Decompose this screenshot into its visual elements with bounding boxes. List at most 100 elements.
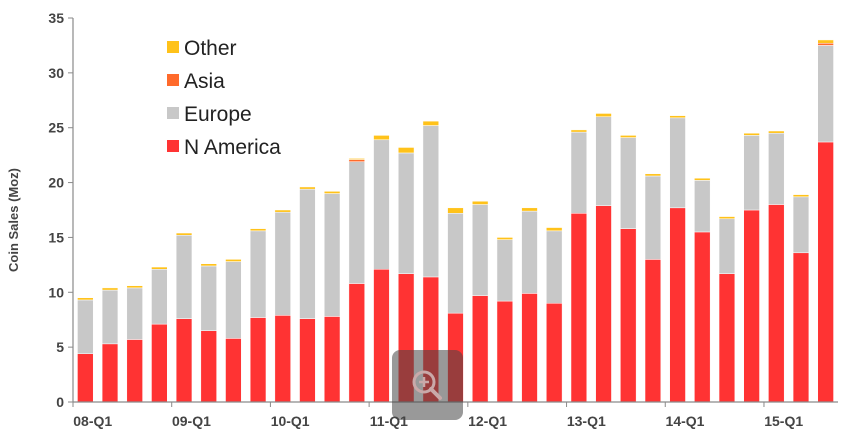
bar-segment-n-america-10	[323, 316, 341, 403]
x-tick-label-12-Q1: 12-Q1	[468, 413, 507, 429]
bar-segment-europe-5	[200, 265, 217, 331]
bar-segment-europe-16	[472, 204, 489, 296]
legend-swatch-europe	[167, 107, 179, 119]
y-tick-label-0: 0	[56, 394, 64, 410]
bar-segment-europe-20	[570, 131, 588, 214]
zoom-in-icon	[412, 370, 442, 400]
bar-segment-n-america-19	[546, 303, 563, 403]
bar-segment-n-america-24	[669, 207, 686, 403]
bar-segment-europe-6	[225, 261, 242, 339]
bar-segment-asia-11	[348, 159, 365, 162]
legend-label-n-america: N America	[184, 136, 281, 159]
bar-segment-n-america-17	[496, 300, 513, 403]
bar-segment-n-america-26	[718, 273, 736, 403]
bar-segment-europe-2	[126, 287, 143, 340]
bar-segment-europe-26	[718, 218, 736, 274]
bar-segment-europe-3	[151, 269, 168, 325]
bar-segment-n-america-7	[249, 317, 267, 403]
bar-segment-europe-17	[496, 239, 513, 302]
bar-segment-other-14	[422, 120, 439, 126]
bar-segment-other-25	[694, 177, 711, 181]
bar-segment-other-17	[496, 237, 513, 240]
y-tick-label-30: 30	[48, 65, 64, 81]
bar-segment-other-22	[620, 135, 637, 138]
bar-segment-europe-8	[274, 211, 291, 316]
bar-segment-europe-14	[422, 125, 439, 278]
y-axis-ticks: 0 5 10 15 20 25 30 35	[48, 10, 73, 410]
bar-segment-europe-28	[768, 132, 785, 205]
bar-segment-europe-1	[101, 289, 119, 345]
y-tick-label-25: 25	[48, 120, 64, 136]
bar-segment-europe-23	[644, 175, 662, 260]
bar-segment-other-18	[521, 207, 538, 212]
bar-segment-other-29	[792, 194, 810, 198]
bar-segment-europe-9	[299, 188, 316, 319]
x-tick-label-14-Q1: 14-Q1	[666, 413, 705, 429]
bar-segment-n-america-30	[817, 141, 834, 403]
bar-segment-other-0	[77, 297, 94, 301]
bar-segment-other-2	[126, 285, 143, 289]
bar-segment-other-3	[151, 266, 168, 270]
bar-segment-other-1	[101, 287, 119, 291]
bar-segment-europe-27	[743, 135, 760, 211]
bar-segment-europe-12	[373, 139, 390, 270]
bar-segment-other-24	[669, 115, 686, 119]
bar-segment-europe-18	[521, 210, 538, 294]
zoom-button[interactable]	[392, 350, 463, 420]
bar-segment-n-america-20	[570, 213, 588, 403]
bar-segment-n-america-0	[77, 353, 94, 403]
bar-segment-other-23	[644, 173, 662, 177]
y-tick-label-20: 20	[48, 175, 64, 191]
legend-swatch-asia	[167, 74, 179, 86]
y-axis-label: Coin Sales (Moz)	[6, 168, 21, 272]
bar-segment-other-16	[472, 200, 489, 205]
bar-segment-other-12	[373, 135, 390, 141]
bars	[77, 39, 834, 403]
bar-segment-other-15	[447, 207, 464, 214]
x-tick-label-15-Q1: 15-Q1	[764, 413, 803, 429]
bar-segment-europe-15	[447, 213, 464, 314]
legend: Other Asia Europe N America	[167, 37, 281, 159]
bar-segment-europe-25	[694, 180, 711, 233]
bar-segment-other-11	[348, 158, 365, 160]
bar-segment-n-america-4	[175, 318, 193, 403]
legend-swatch-n-america	[167, 140, 179, 152]
bar-segment-n-america-25	[694, 231, 711, 403]
bar-segment-n-america-8	[274, 315, 291, 403]
bar-segment-other-13	[398, 147, 415, 154]
bar-segment-n-america-16	[472, 295, 489, 403]
bar-segment-europe-10	[323, 193, 341, 317]
bar-segment-n-america-6	[225, 338, 242, 403]
bar-segment-other-30	[817, 39, 834, 44]
bar-segment-other-8	[274, 209, 291, 213]
bar-segment-n-america-5	[200, 330, 217, 403]
bar-segment-other-5	[200, 263, 217, 267]
bar-segment-europe-7	[249, 230, 267, 318]
legend-label-other: Other	[184, 37, 237, 60]
bar-segment-other-4	[175, 232, 193, 236]
bar-segment-other-19	[546, 227, 563, 232]
bar-segment-n-america-28	[768, 204, 785, 403]
bar-segment-other-28	[768, 130, 785, 134]
bar-segment-other-7	[249, 228, 267, 232]
bar-segment-n-america-18	[521, 293, 538, 403]
bar-segment-europe-24	[669, 117, 686, 209]
bar-segment-europe-0	[77, 299, 94, 354]
legend-label-asia: Asia	[184, 70, 225, 93]
bar-segment-europe-11	[348, 161, 365, 284]
bar-segment-other-9	[299, 186, 316, 190]
bar-segment-asia-30	[817, 42, 834, 46]
bar-segment-other-27	[743, 132, 760, 136]
bar-segment-n-america-9	[299, 318, 316, 403]
y-tick-label-5: 5	[56, 339, 64, 355]
bar-segment-n-america-11	[348, 283, 365, 403]
bar-segment-n-america-1	[101, 343, 119, 403]
x-tick-label-13-Q1: 13-Q1	[567, 413, 606, 429]
bar-segment-europe-29	[792, 196, 810, 254]
bar-segment-n-america-21	[595, 205, 612, 403]
bar-segment-other-26	[718, 216, 736, 220]
x-tick-label-10-Q1: 10-Q1	[271, 413, 310, 429]
bar-segment-europe-22	[620, 137, 637, 229]
bar-segment-n-america-12	[373, 269, 390, 403]
bar-segment-other-6	[225, 259, 242, 262]
